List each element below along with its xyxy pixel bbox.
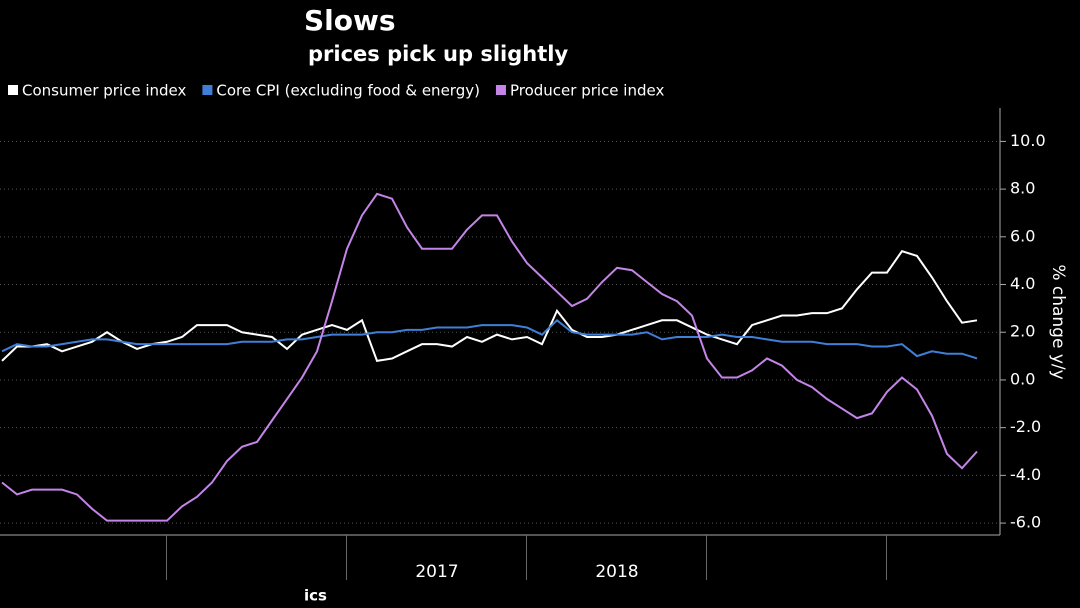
y-tick-label: 0.0 xyxy=(1010,369,1035,388)
y-tick-label: 2.0 xyxy=(1010,322,1035,341)
chart-subtitle: prices pick up slightly xyxy=(308,42,568,66)
legend-swatch xyxy=(8,85,18,95)
legend-label: Producer price index xyxy=(510,82,664,100)
x-tick-label: 2017 xyxy=(415,562,458,582)
y-tick-label: 10.0 xyxy=(1010,131,1046,150)
y-tick-label: -6.0 xyxy=(1010,513,1041,532)
chart-title: Slows xyxy=(304,4,396,37)
x-tick-label: 2018 xyxy=(595,562,638,582)
y-axis-label: % change y/y xyxy=(1048,264,1068,379)
y-tick-label: 6.0 xyxy=(1010,226,1035,245)
series-line xyxy=(1,249,978,362)
y-tick-label: -4.0 xyxy=(1010,465,1041,484)
series-line xyxy=(1,318,978,360)
source: ics xyxy=(304,587,327,605)
legend-label: Core CPI (excluding food & energy) xyxy=(216,82,480,100)
legend-swatch xyxy=(202,85,213,95)
y-tick-label: -2.0 xyxy=(1010,417,1041,436)
y-tick-label: 4.0 xyxy=(1010,274,1035,293)
series-line xyxy=(1,192,978,522)
legend-label: Consumer price index xyxy=(22,82,187,100)
legend-swatch xyxy=(495,85,506,95)
y-tick-label: 8.0 xyxy=(1010,179,1035,198)
